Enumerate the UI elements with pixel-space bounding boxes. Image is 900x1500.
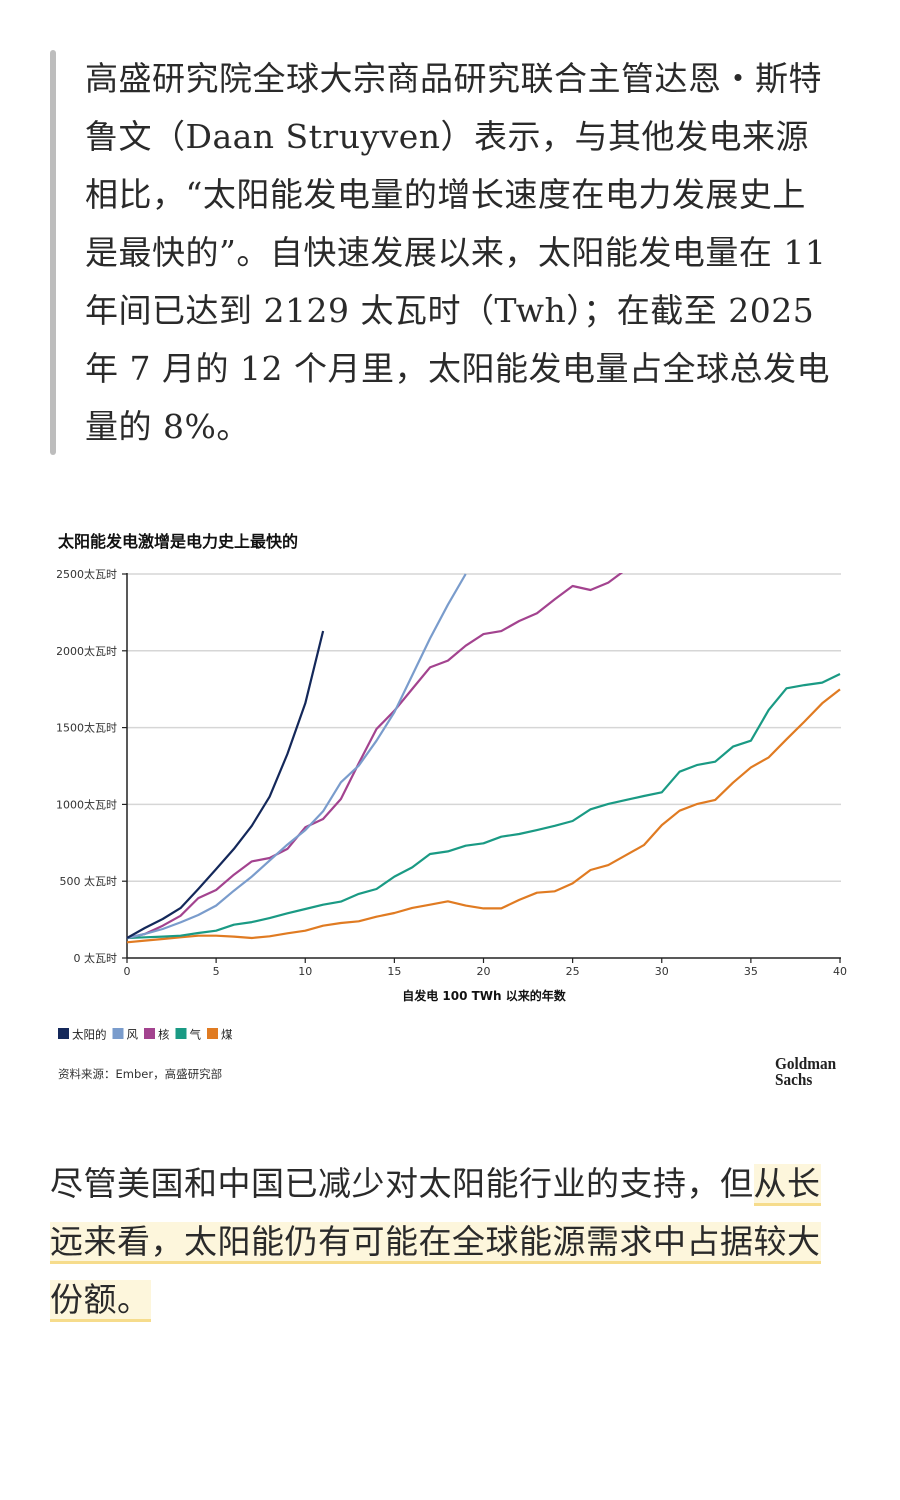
x-tick-label: 10: [298, 965, 312, 978]
quote-text: 高盛研究院全球大宗商品研究联合主管达恩・斯特 鲁文（Daan Struyven）…: [85, 50, 830, 456]
y-tick-label: 1000太瓦时: [57, 798, 117, 811]
x-tick-label: 0: [124, 965, 131, 978]
highlighted-text: 份额。: [50, 1280, 151, 1322]
quote-line: 高盛研究院全球大宗商品研究联合主管达恩・斯特: [85, 59, 822, 98]
y-tick-label: 2000太瓦时: [57, 645, 117, 658]
series-line: [126, 573, 467, 940]
paragraph-line: 份额。: [50, 1271, 850, 1329]
chart-title: 太阳能发电激增是电力史上最快的: [57, 532, 298, 551]
legend-label: 气: [190, 1028, 202, 1042]
paragraph-line: 尽管美国和中国已减少对太阳能行业的支持，但从长: [50, 1155, 850, 1213]
x-tick-label: 40: [833, 965, 847, 978]
goldman-sachs-logo: Goldman Sachs: [775, 1055, 836, 1089]
source-note: 资料来源：Ember，高盛研究部: [58, 1067, 222, 1081]
x-tick-label: 15: [387, 965, 401, 978]
legend-label: 太阳的: [72, 1028, 107, 1042]
blockquote: 高盛研究院全球大宗商品研究联合主管达恩・斯特 鲁文（Daan Struyven）…: [50, 50, 850, 455]
x-tick-label: 35: [744, 965, 758, 978]
y-tick-label: 0 太瓦时: [74, 952, 118, 965]
plain-text: 尽管美国和中国已减少对太阳能行业的支持，但: [50, 1164, 754, 1203]
legend-label: 风: [127, 1028, 139, 1042]
legend-swatch: [175, 1028, 187, 1039]
quote-line: 是最快的”。自快速发展以来，太阳能发电量在 11: [85, 233, 827, 272]
quote-line: 量的 8%。: [85, 407, 250, 446]
quote-line: 年间已达到 2129 太瓦时（Twh）；在截至 2025: [85, 291, 815, 330]
y-tick-label: 2500太瓦时: [57, 568, 117, 581]
series-line: [126, 688, 841, 944]
legend: 太阳的 风 核 气 煤: [58, 1028, 233, 1042]
y-tick-label: 500 太瓦时: [60, 875, 118, 888]
quote-bar: [50, 50, 56, 455]
highlighted-text: 从长: [753, 1164, 821, 1206]
paragraph-line: 远来看，太阳能仍有可能在全球能源需求中占据较大: [50, 1213, 850, 1271]
y-tick-label: 1500太瓦时: [57, 722, 117, 735]
series-line: [126, 673, 841, 940]
svg-text:Sachs: Sachs: [775, 1071, 812, 1089]
legend-swatch: [58, 1028, 69, 1039]
x-tick-label: 5: [213, 965, 220, 978]
quote-line: 年 7 月的 12 个月里，太阳能发电量占全球总发电: [85, 349, 830, 388]
svg-text:Goldman: Goldman: [775, 1055, 836, 1073]
quote-line: 鲁文（Daan Struyven）表示，与其他发电来源: [85, 117, 810, 156]
highlighted-text: 远来看，太阳能仍有可能在全球能源需求中占据较大: [50, 1222, 821, 1264]
x-tick-label: 20: [477, 965, 491, 978]
paragraph: 尽管美国和中国已减少对太阳能行业的支持，但从长 远来看，太阳能仍有可能在全球能源…: [50, 1155, 850, 1329]
x-axis-label: 自发电 100 TWh 以来的年数: [402, 988, 567, 1003]
series-line: [126, 573, 624, 940]
x-tick-label: 30: [655, 965, 669, 978]
legend-label: 煤: [221, 1028, 233, 1042]
legend-swatch: [112, 1028, 124, 1039]
legend-label: 核: [158, 1028, 170, 1042]
legend-swatch: [144, 1028, 155, 1039]
legend-swatch: [207, 1028, 218, 1039]
quote-line: 相比，“太阳能发电量的增长速度在电力发展史上: [85, 175, 806, 214]
x-tick-label: 25: [566, 965, 580, 978]
series-line: [126, 630, 325, 939]
chart-image: 太阳能发电激增是电力史上最快的 0 太瓦时 500 太瓦时 1000太瓦时 1500太…: [57, 532, 847, 1089]
